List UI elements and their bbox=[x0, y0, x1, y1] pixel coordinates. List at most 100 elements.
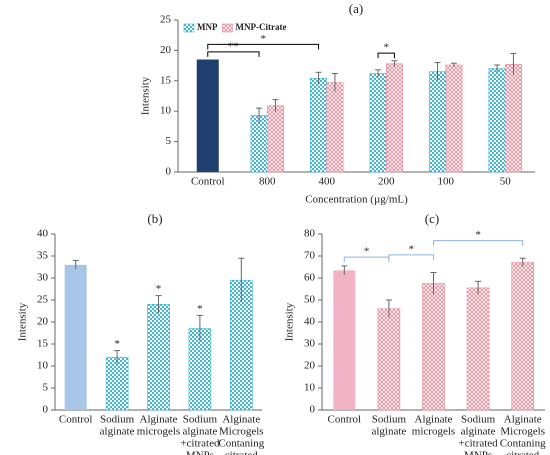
y-tick-label: 80 bbox=[304, 228, 316, 240]
y-tick-label: 15 bbox=[37, 338, 49, 350]
bar bbox=[422, 283, 445, 411]
error-bar bbox=[272, 99, 279, 112]
error-bar bbox=[494, 64, 501, 73]
x-tick-label: Microgels bbox=[219, 426, 264, 438]
bar bbox=[385, 63, 403, 173]
x-tick-label: 400 bbox=[319, 176, 336, 188]
x-tick-label: Alginate bbox=[222, 414, 260, 426]
x-tick-label: Alginate bbox=[415, 414, 453, 426]
x-tick-label: citrated bbox=[225, 450, 258, 455]
y-tick-label: 40 bbox=[37, 228, 49, 240]
x-tick-label: Sodium bbox=[372, 414, 407, 426]
legend-label: MNP bbox=[197, 22, 218, 32]
panel-title: (a) bbox=[349, 1, 363, 16]
bracket-label: * bbox=[475, 229, 481, 241]
error-bar bbox=[519, 257, 526, 267]
bracket-label: * bbox=[408, 243, 414, 255]
error-bar bbox=[155, 295, 162, 314]
error-bar bbox=[430, 272, 437, 295]
bar bbox=[326, 82, 344, 173]
x-tick-label: Sodium bbox=[183, 414, 218, 426]
error-bar bbox=[315, 71, 322, 85]
bar bbox=[250, 115, 268, 173]
error-bar bbox=[256, 107, 263, 123]
y-tick-label: 10 bbox=[37, 360, 49, 372]
x-tick-label: MNPs bbox=[186, 450, 214, 455]
bracket-label: * bbox=[260, 33, 266, 45]
bar bbox=[105, 356, 129, 411]
y-tick-label: 0 bbox=[43, 404, 49, 416]
y-tick-label: 20 bbox=[37, 316, 49, 328]
bar bbox=[511, 262, 535, 411]
x-tick-label: citrated bbox=[506, 450, 539, 455]
y-tick-label: 25 bbox=[160, 14, 172, 26]
y-tick-label: 15 bbox=[160, 74, 172, 86]
x-tick-label: +citrated bbox=[459, 438, 499, 450]
x-tick-label: 200 bbox=[378, 176, 395, 188]
x-tick-label: alginate bbox=[461, 426, 496, 438]
x-tick-label: 100 bbox=[438, 176, 455, 188]
legend-swatch bbox=[222, 23, 233, 33]
error-bar bbox=[475, 280, 482, 295]
bar bbox=[488, 68, 506, 173]
error-bar bbox=[391, 60, 398, 67]
x-tick-label: Contaning bbox=[218, 438, 264, 450]
bar bbox=[147, 304, 170, 411]
y-tick-label: 10 bbox=[304, 382, 316, 394]
y-tick-label: 25 bbox=[37, 294, 49, 306]
y-tick-label: 5 bbox=[166, 135, 172, 147]
bar bbox=[445, 64, 463, 173]
y-tick-label: 20 bbox=[160, 44, 172, 56]
x-tick-label: Microgels bbox=[500, 426, 545, 438]
error-bar bbox=[114, 350, 121, 364]
error-bar bbox=[196, 314, 203, 342]
y-tick-label: 0 bbox=[166, 166, 172, 178]
y-tick-label: 0 bbox=[310, 404, 316, 416]
bar bbox=[377, 308, 401, 411]
y-tick-label: 10 bbox=[160, 105, 172, 117]
y-tick-label: 70 bbox=[304, 250, 316, 262]
bracket bbox=[388, 254, 434, 260]
x-tick-label: Alginate bbox=[504, 414, 542, 426]
legend-swatch bbox=[183, 23, 195, 33]
x-tick-label: Contaning bbox=[500, 438, 546, 450]
bar bbox=[333, 270, 356, 410]
y-tick-label: 5 bbox=[43, 382, 49, 394]
x-tick-label: Alginate bbox=[140, 414, 178, 426]
x-axis-label: Concentration (µg/mL) bbox=[305, 194, 408, 206]
panel-title: (b) bbox=[147, 211, 162, 226]
bar bbox=[504, 64, 522, 173]
error-bar bbox=[341, 265, 348, 275]
bracket-label: * bbox=[384, 42, 390, 54]
x-tick-label: microgels bbox=[137, 426, 180, 438]
y-axis-label: Intensity bbox=[140, 76, 152, 115]
error-bar bbox=[434, 62, 441, 81]
bar bbox=[266, 105, 284, 173]
x-tick-label: Sodium bbox=[461, 414, 496, 426]
x-tick-label: MNPs bbox=[464, 450, 492, 455]
bar bbox=[466, 287, 490, 411]
bracket-label: * bbox=[364, 246, 370, 258]
x-tick-label: Control bbox=[327, 414, 361, 426]
x-tick-label: Sodium bbox=[100, 414, 135, 426]
bar bbox=[369, 73, 387, 173]
bar bbox=[196, 59, 219, 172]
x-tick-label: Control bbox=[191, 176, 225, 188]
significance-mark: * bbox=[197, 303, 203, 315]
bracket bbox=[377, 52, 395, 59]
error-bar bbox=[450, 62, 457, 67]
y-tick-label: 40 bbox=[304, 316, 316, 328]
error-bar bbox=[375, 69, 382, 78]
error-bar bbox=[72, 259, 79, 270]
y-tick-label: 35 bbox=[37, 250, 49, 262]
y-tick-label: 50 bbox=[304, 294, 316, 306]
bar bbox=[310, 78, 328, 173]
bracket bbox=[207, 43, 320, 50]
y-tick-label: 60 bbox=[304, 272, 316, 284]
legend-label: MNP-Citrate bbox=[236, 22, 287, 32]
error-bar bbox=[385, 299, 392, 318]
y-tick-label: 20 bbox=[304, 360, 316, 372]
error-bar bbox=[331, 73, 338, 92]
x-tick-label: +citrated bbox=[180, 438, 220, 450]
